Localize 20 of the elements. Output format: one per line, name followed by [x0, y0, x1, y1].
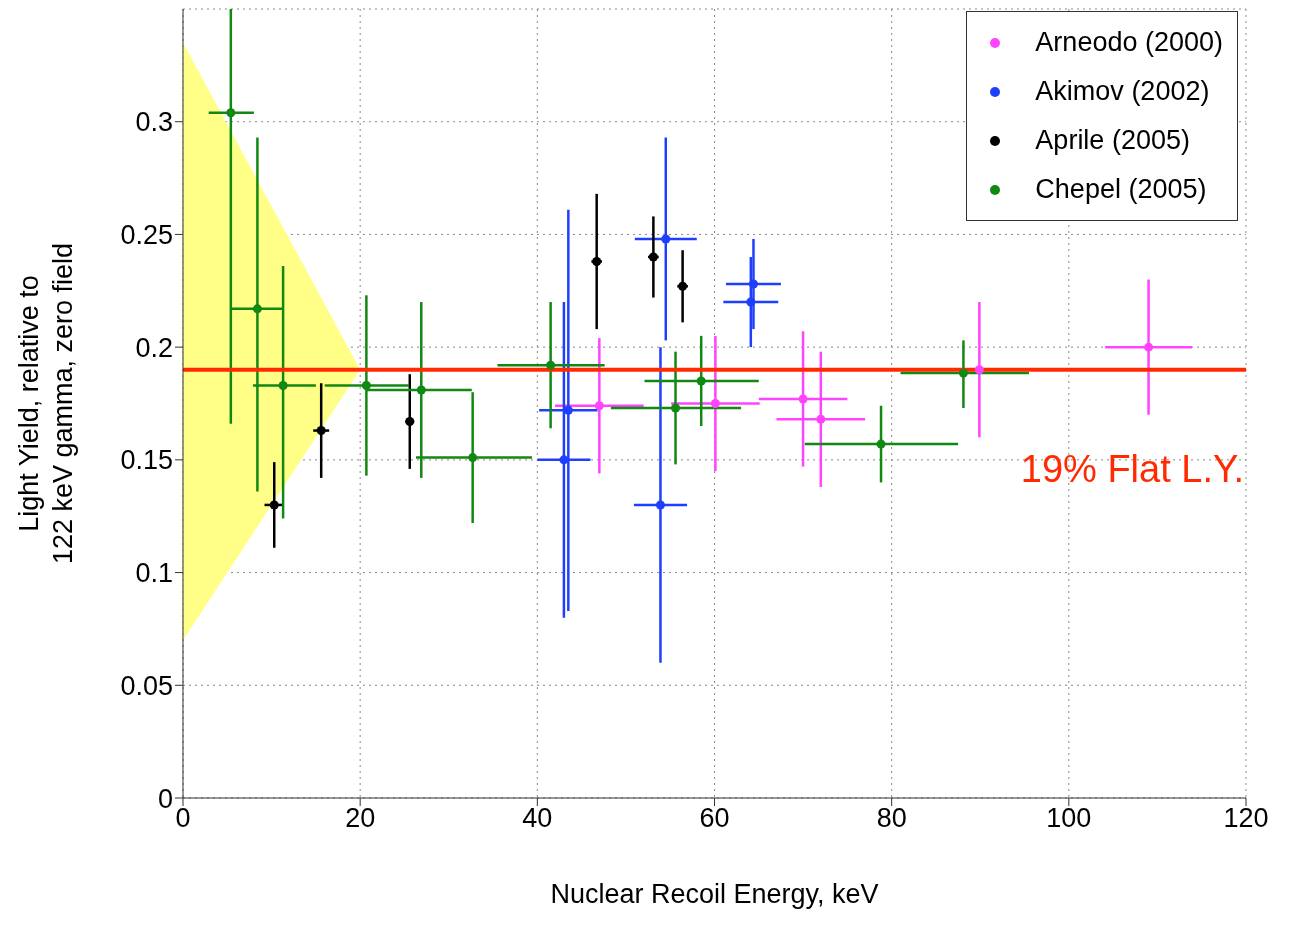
- x-tick-label: 40: [522, 803, 553, 834]
- y-tick-label: 0.25: [120, 220, 173, 251]
- y-tick-label: 0.2: [135, 332, 173, 363]
- ref-line-label: 19% Flat L.Y.: [1020, 447, 1244, 490]
- y-tick-label: 0.15: [120, 445, 173, 476]
- y-tick-label: 0.1: [135, 558, 173, 589]
- legend-label: Aprile (2005): [1035, 125, 1190, 156]
- x-tick-label: 60: [699, 803, 730, 834]
- x-tick-label: 20: [345, 803, 376, 834]
- y-tick-label: 0.3: [135, 107, 173, 138]
- legend-label: Chepel (2005): [1035, 174, 1207, 205]
- y-tick-label: 0: [157, 783, 173, 814]
- y-axis-title: Light Yield, relative to 122 keV gamma, zero field: [14, 242, 78, 565]
- x-tick-label: 120: [1223, 803, 1269, 834]
- y-tick-label: 0.05: [120, 670, 173, 701]
- x-tick-label: 80: [876, 803, 907, 834]
- x-axis-title: Nuclear Recoil Energy, keV: [550, 879, 879, 909]
- legend-label: Arneodo (2000): [1035, 27, 1223, 58]
- x-tick-label: 100: [1046, 803, 1092, 834]
- legend-label: Akimov (2002): [1035, 76, 1210, 107]
